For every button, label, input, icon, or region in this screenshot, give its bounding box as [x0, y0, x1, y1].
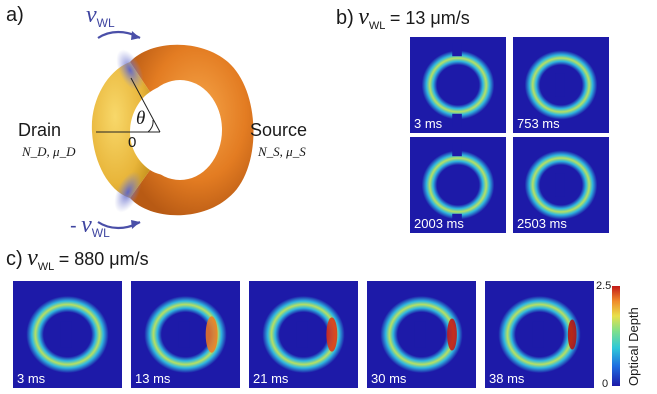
- panel-c-header: c) vWL = 880 μm/s: [6, 245, 149, 273]
- drain-variables: N_D, μ_D: [22, 144, 76, 159]
- density-image-b: 3 ms: [410, 37, 506, 133]
- density-image-c: 13 ms: [131, 281, 240, 388]
- density-image-c: 30 ms: [367, 281, 476, 388]
- time-label: 2003 ms: [414, 216, 464, 231]
- time-label: 21 ms: [253, 371, 289, 386]
- theta-label: θ: [136, 108, 146, 129]
- drain-label: Drain: [18, 120, 62, 140]
- density-image-c: 3 ms: [13, 281, 122, 388]
- time-label: 3 ms: [414, 116, 443, 131]
- density-image-c: 21 ms: [249, 281, 358, 388]
- colorbar-title: Optical Depth: [626, 307, 641, 386]
- source-variables: N_S, μ_S: [258, 144, 306, 159]
- time-label: 2503 ms: [517, 216, 567, 231]
- time-label: 3 ms: [17, 371, 46, 386]
- panel-a-label: a): [6, 4, 24, 26]
- source-label: Source: [250, 120, 308, 140]
- density-image-c: 38 ms: [485, 281, 594, 388]
- colorbar-max: 2.5: [596, 280, 612, 292]
- panel-b-header: b) vWL = 13 μm/s: [336, 4, 470, 32]
- time-label: 30 ms: [371, 371, 407, 386]
- ring-schematic: [91, 30, 254, 230]
- velocity-label-bottom: - vWL: [70, 212, 110, 240]
- density-image-b: 2503 ms: [513, 137, 609, 233]
- drain-region: [91, 62, 150, 198]
- zero-label: 0: [128, 134, 137, 151]
- density-image-b: 753 ms: [513, 37, 609, 133]
- colorbar: [612, 286, 620, 386]
- time-label: 753 ms: [517, 116, 560, 131]
- source-region: [130, 44, 254, 216]
- weak-link-bottom: [114, 171, 142, 213]
- weak-link-top: [116, 49, 144, 91]
- velocity-label-top: vWL: [86, 2, 115, 30]
- time-label: 38 ms: [489, 371, 525, 386]
- time-label: 13 ms: [135, 371, 171, 386]
- colorbar-min: 0: [602, 378, 609, 390]
- density-image-b: 2003 ms: [410, 137, 506, 233]
